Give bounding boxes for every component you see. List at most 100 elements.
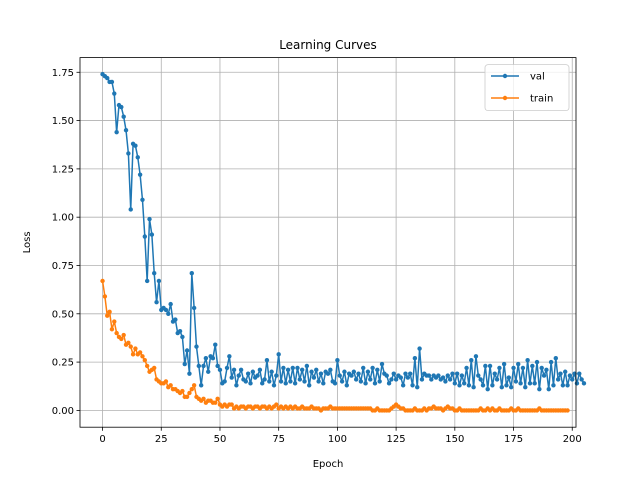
data-point-val: [177, 328, 183, 334]
y-tick-label: 0.25: [52, 358, 74, 369]
data-point-train: [565, 408, 570, 413]
data-point-val: [328, 367, 333, 373]
x-tick-label: 200: [563, 434, 582, 445]
data-point-val: [281, 365, 286, 371]
data-point-val: [337, 373, 342, 378]
data-point-val: [222, 379, 227, 384]
data-point-val: [191, 305, 197, 311]
x-tick-label: 75: [272, 434, 285, 445]
data-point-val: [581, 381, 587, 386]
data-point-val: [445, 373, 450, 378]
series-val: [100, 72, 587, 392]
data-point-val: [469, 357, 474, 363]
series-line-val: [102, 73, 585, 390]
data-point-val: [318, 371, 324, 376]
data-point-val: [236, 373, 241, 378]
data-point-train: [102, 294, 108, 299]
data-point-val: [325, 371, 331, 376]
data-point-val: [370, 365, 375, 371]
data-point-val: [351, 369, 357, 374]
data-point-val: [203, 356, 209, 361]
data-point-val: [234, 383, 239, 388]
data-point-val: [459, 373, 465, 378]
y-tick-label: 1.50: [52, 116, 74, 127]
legend-box: [484, 64, 570, 111]
data-point-train: [163, 379, 169, 384]
data-point-train: [201, 396, 206, 401]
data-point-val: [405, 375, 411, 380]
data-point-val: [508, 385, 514, 390]
data-point-val: [527, 381, 533, 386]
data-point-val: [238, 367, 244, 373]
data-point-val: [349, 373, 354, 378]
data-point-train: [105, 313, 110, 318]
data-point-val: [518, 381, 523, 386]
data-point-val: [184, 348, 190, 353]
data-point-val: [180, 334, 185, 340]
data-point-val: [297, 377, 303, 382]
data-point-val: [149, 232, 155, 237]
data-point-val: [523, 385, 528, 390]
data-point-val: [262, 377, 267, 382]
data-point-val: [440, 375, 446, 380]
y-tick-label: 0.50: [52, 309, 74, 320]
data-point-val: [412, 356, 418, 361]
data-point-val: [565, 383, 570, 388]
plot-frame: [79, 57, 577, 428]
data-point-train: [109, 327, 115, 332]
x-tick-label: 175: [504, 434, 523, 445]
data-point-val: [121, 114, 126, 119]
data-point-val: [555, 377, 561, 382]
data-point-val: [194, 344, 199, 349]
legend: val train: [484, 64, 570, 111]
data-point-val: [271, 383, 277, 388]
data-point-val: [368, 377, 373, 382]
data-point-val: [302, 379, 307, 384]
data-point-val: [309, 369, 314, 374]
data-point-val: [196, 363, 202, 369]
data-point-val: [264, 357, 270, 363]
data-point-val: [260, 381, 265, 386]
data-point-val: [224, 365, 230, 371]
data-point-val: [250, 369, 256, 374]
data-point-train: [128, 344, 133, 349]
data-point-val: [506, 375, 512, 380]
data-point-val: [285, 367, 291, 373]
data-point-val: [307, 383, 312, 388]
data-point-val: [499, 385, 504, 390]
y-tick-label: 1.00: [52, 213, 74, 224]
data-point-val: [457, 383, 462, 388]
data-point-val: [398, 375, 403, 380]
data-point-val: [299, 367, 305, 373]
data-point-val: [483, 363, 488, 369]
data-point-val: [168, 301, 173, 307]
data-point-val: [144, 278, 150, 284]
data-point-val: [213, 342, 218, 347]
data-point-train: [184, 394, 190, 400]
data-point-val: [163, 307, 169, 313]
data-point-train: [100, 278, 105, 284]
data-point-val: [415, 385, 420, 390]
data-point-val: [339, 379, 345, 384]
data-point-val: [436, 373, 441, 378]
data-point-val: [548, 359, 554, 365]
chart-title: Learning Curves: [279, 38, 377, 52]
data-point-val: [375, 367, 380, 373]
data-point-train: [187, 390, 192, 396]
data-point-val: [539, 365, 544, 371]
data-point-val: [544, 367, 549, 373]
data-point-val: [288, 379, 293, 384]
data-point-val: [231, 367, 237, 373]
data-point-val: [577, 371, 582, 376]
y-tick-label: 0.75: [52, 261, 74, 272]
data-point-val: [497, 365, 502, 371]
data-point-val: [558, 371, 563, 376]
data-point-val: [513, 379, 519, 384]
data-point-val: [166, 311, 171, 316]
legend-marker-train: [502, 95, 508, 101]
data-point-val: [447, 377, 453, 382]
data-point-val: [292, 381, 298, 386]
data-point-val: [525, 357, 530, 363]
data-point-val: [476, 373, 481, 378]
data-point-train: [140, 354, 145, 359]
